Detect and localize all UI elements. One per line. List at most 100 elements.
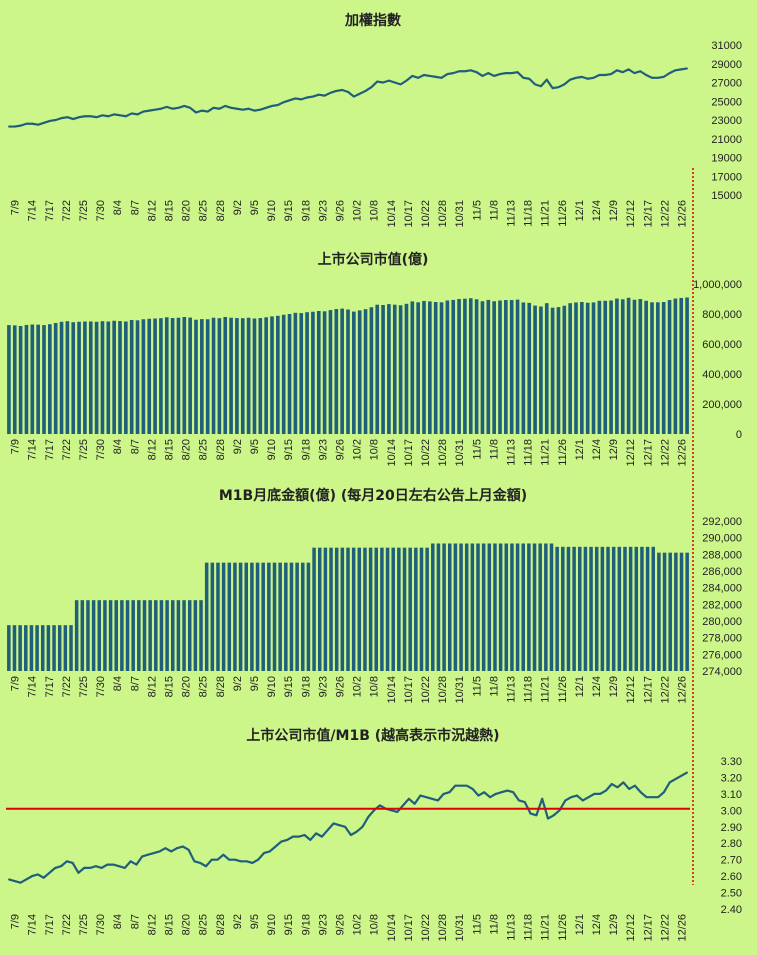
x-tick-label: 7/22 (61, 439, 73, 460)
bar (532, 543, 537, 671)
bar (69, 625, 73, 671)
bar (301, 562, 305, 671)
data-point (19, 124, 22, 127)
data-point (610, 73, 612, 75)
data-point (31, 875, 33, 878)
data-point (564, 799, 567, 802)
x-tick-label: 8/12 (146, 676, 158, 697)
data-point (112, 863, 115, 866)
x-tick-label: 10/17 (403, 439, 415, 467)
bar (428, 301, 432, 434)
data-point (321, 835, 323, 838)
data-point (257, 858, 260, 861)
x-tick-label: 9/5 (249, 676, 261, 691)
x-tick-label: 12/17 (642, 676, 654, 704)
bar (580, 302, 584, 434)
data-point (206, 110, 209, 113)
x-tick-label: 9/2 (232, 200, 244, 215)
data-point (338, 824, 341, 827)
bar (293, 312, 298, 434)
data-point (286, 839, 289, 841)
bar (200, 319, 204, 434)
data-point (686, 67, 688, 70)
bar (223, 317, 228, 434)
data-point (136, 113, 139, 116)
bar (352, 311, 356, 434)
y-tick-label: 800,000 (702, 309, 742, 321)
x-tick-label: 9/23 (317, 200, 329, 221)
data-point (493, 75, 496, 77)
x-tick-label: 10/8 (369, 676, 381, 697)
data-point (446, 73, 449, 75)
data-point (510, 72, 513, 75)
data-point (13, 125, 16, 128)
x-tick-label: 7/17 (44, 200, 56, 221)
x-tick-label: 12/12 (625, 200, 637, 228)
bar (492, 301, 496, 434)
data-point (268, 850, 271, 853)
data-point (645, 796, 648, 799)
x-tick-label: 8/20 (181, 439, 193, 460)
chart-panel-m1b: M1B月底金額(億) (每月20日左右公告上月金額) 292,000 290,000… (7, 487, 742, 704)
data-point (303, 834, 306, 836)
x-tick-label: 7/14 (27, 676, 39, 697)
data-point (341, 89, 344, 91)
bar (615, 298, 619, 434)
x-tick-label: 7/9 (10, 676, 22, 691)
bar (240, 318, 245, 434)
bar (533, 305, 537, 434)
x-tick-label: 9/18 (300, 439, 312, 460)
data-point (428, 75, 431, 77)
data-point (315, 832, 318, 835)
bar (402, 547, 407, 671)
data-point (388, 79, 390, 82)
bar (312, 547, 316, 671)
bar (63, 625, 68, 671)
bar (94, 321, 99, 434)
data-point (656, 76, 659, 79)
bar (442, 543, 446, 671)
x-tick-label: 9/15 (283, 200, 295, 221)
x-tick-label: 9/2 (232, 439, 244, 454)
bar (340, 308, 344, 434)
bar (357, 310, 362, 434)
data-point (228, 858, 231, 861)
bar (425, 547, 429, 671)
x-tick-label: 8/4 (112, 676, 124, 691)
bar (387, 304, 391, 434)
x-tick-label: 12/9 (608, 439, 620, 460)
bar (487, 543, 492, 671)
x-tick-label: 8/15 (163, 200, 175, 221)
data-point (593, 792, 596, 795)
bar (165, 600, 169, 671)
data-point (460, 784, 462, 787)
x-tick-label: 8/7 (129, 914, 141, 929)
x-tick-label: 11/13 (506, 439, 518, 466)
bar (634, 546, 639, 671)
bar (673, 298, 678, 434)
bar (544, 303, 549, 434)
data-point (522, 76, 525, 79)
bar (632, 299, 637, 434)
x-tick-label: 7/9 (10, 439, 22, 454)
x-tick-label: 8/7 (129, 200, 141, 215)
data-point (118, 865, 120, 868)
data-point (639, 791, 642, 794)
series-line (8, 771, 688, 884)
data-point (477, 794, 480, 797)
data-point (604, 74, 607, 76)
x-tick-label: 7/17 (44, 914, 56, 935)
bar (278, 562, 282, 671)
x-tick-label: 10/31 (454, 200, 466, 228)
x-tick-label: 12/17 (642, 914, 654, 942)
data-point (487, 72, 490, 75)
y-tick-label: 15000 (711, 190, 742, 202)
x-tick-label: 11/21 (540, 676, 552, 703)
bar (65, 321, 70, 434)
data-point (378, 804, 381, 807)
bar (603, 300, 608, 434)
bar (199, 600, 203, 671)
y-tick-label: 25000 (711, 96, 742, 108)
bar (374, 547, 379, 671)
